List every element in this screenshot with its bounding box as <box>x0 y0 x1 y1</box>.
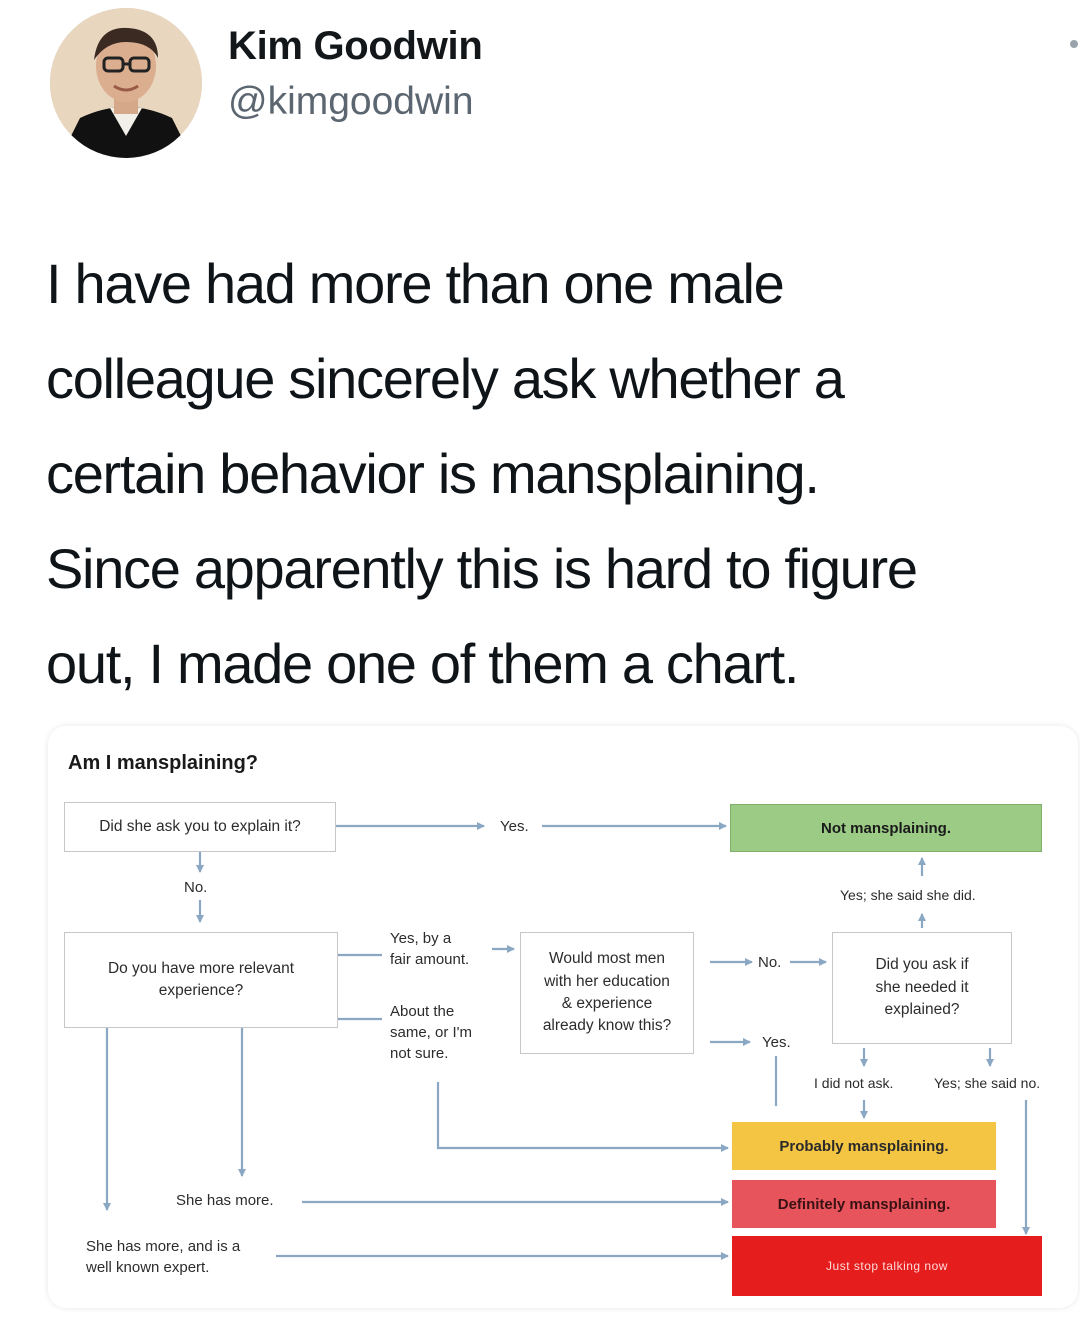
question-did-she-ask: Did she ask you to explain it? <box>64 802 336 852</box>
node-label-line: explained? <box>884 1001 960 1019</box>
edge-label-line: same, or I'm <box>390 1024 473 1041</box>
profile-photo-icon <box>50 8 202 158</box>
edge-label-line: not sure. <box>390 1045 449 1062</box>
display-name[interactable]: Kim Goodwin <box>228 24 483 68</box>
node-label-line: Do you have more relevant <box>107 959 295 977</box>
edge-label-line: She has more, and is a <box>86 1238 241 1255</box>
tweet-text-line: out, I made one of them a chart. <box>46 632 800 695</box>
edge-label-yes-fair-amount: Yes, by a fair amount. <box>390 928 469 970</box>
edge-label-line: About the <box>390 1003 455 1020</box>
edge-label-she-has-more: She has more. <box>176 1192 274 1209</box>
edge-label-did-not-ask: I did not ask. <box>814 1075 894 1091</box>
result-label: Definitely mansplaining. <box>777 1195 951 1213</box>
node-label-line: with her education <box>544 972 670 990</box>
edge-label-about-same: About the same, or I'm not sure. <box>390 1001 472 1064</box>
node-label-line: experience? <box>158 982 244 999</box>
result-label: Not mansplaining. <box>820 819 951 837</box>
node-label-line: Did you ask if <box>875 956 969 974</box>
edge-label-yes-said-no: Yes; she said no. <box>934 1075 1041 1091</box>
edge-label-no-down: No. <box>184 879 208 896</box>
edge-label-line: fair amount. <box>390 951 470 968</box>
tweet-text-line: Since apparently this is hard to figure <box>46 537 918 600</box>
node-label-line: already know this? <box>542 1017 672 1035</box>
tweet-text-line: certain behavior is mansplaining. <box>46 442 820 505</box>
edge-label-line: well known expert. <box>86 1259 210 1276</box>
question-did-you-ask: Did you ask if she needed it explained? <box>832 932 1012 1044</box>
result-stop-talking: Just stop talking now <box>732 1236 1042 1296</box>
node-label: Did she ask you to explain it? <box>99 817 301 835</box>
avatar[interactable] <box>50 8 202 158</box>
result-label: Just stop talking now <box>826 1259 948 1273</box>
edge-label-yes-mid: Yes. <box>762 1034 791 1051</box>
question-more-experience: Do you have more relevant experience? <box>64 932 338 1028</box>
node-label-line: & experience <box>561 995 653 1012</box>
chart-title: Am I mansplaining? <box>68 752 259 774</box>
result-label: Probably mansplaining. <box>779 1137 949 1155</box>
result-probably-mansplaining: Probably mansplaining. <box>732 1122 996 1170</box>
edge-label-yes-top: Yes. <box>500 818 529 835</box>
more-options-icon[interactable] <box>1070 40 1078 48</box>
node-label-line: she needed it <box>875 978 969 996</box>
question-would-men-know: Would most men with her education & expe… <box>520 932 694 1054</box>
tweet-text: I have had more than one male colleague … <box>46 236 1056 711</box>
edge-label-no-mid: No. <box>758 954 782 971</box>
edge-label-yes-she-did: Yes; she said she did. <box>840 887 976 903</box>
edge-label-well-known-expert: She has more, and is a well known expert… <box>86 1236 240 1278</box>
result-definitely-mansplaining: Definitely mansplaining. <box>732 1180 996 1228</box>
node-label-line: Would most men <box>548 950 665 968</box>
tweet-text-line: colleague sincerely ask whether a <box>46 347 845 410</box>
edge-label-line: Yes, by a <box>390 930 452 947</box>
result-not-mansplaining: Not mansplaining. <box>730 804 1042 852</box>
tweet-text-line: I have had more than one male <box>46 252 785 315</box>
user-handle[interactable]: @kimgoodwin <box>228 80 474 123</box>
